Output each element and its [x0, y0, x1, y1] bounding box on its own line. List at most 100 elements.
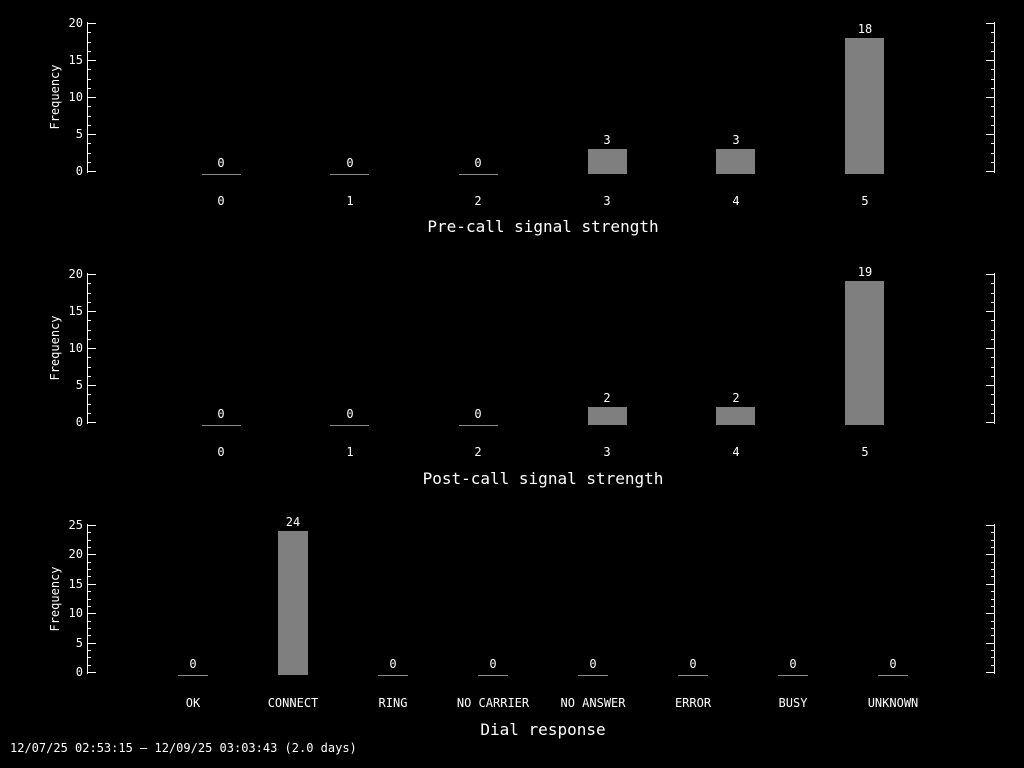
y-axis-tick — [991, 153, 995, 154]
y-axis-tick — [991, 576, 995, 577]
date-range-label: 12/07/25 02:53:15 – 12/09/25 03:03:43 (2… — [10, 741, 357, 755]
bar-value-label: 18 — [857, 22, 873, 36]
zero-bar-line — [778, 675, 808, 676]
bar-value-label: 0 — [889, 657, 897, 671]
y-axis-tick — [87, 339, 91, 340]
x-tick-label: 5 — [861, 445, 869, 459]
y-axis-tick — [87, 672, 96, 673]
y-tick-label: 25 — [68, 518, 83, 532]
zero-bar-line — [202, 425, 241, 426]
y-axis-tick — [991, 357, 995, 358]
y-tick-label: 5 — [75, 378, 83, 392]
zero-bar-line — [330, 174, 369, 175]
x-tick-label: 3 — [603, 194, 611, 208]
y-axis-tick — [87, 330, 91, 331]
bar-value-label: 0 — [217, 156, 225, 170]
y-tick-label: 15 — [68, 577, 83, 591]
y-axis-tick — [991, 394, 995, 395]
y-tick-label: 10 — [68, 341, 83, 355]
y-axis-tick — [87, 621, 91, 622]
y-axis-tick — [991, 606, 995, 607]
y-axis-tick — [991, 562, 995, 563]
y-axis-tick — [991, 69, 995, 70]
y-axis-tick — [991, 125, 995, 126]
bar-value-label: 2 — [732, 391, 740, 405]
y-tick-label: 0 — [75, 665, 83, 679]
y-axis-tick — [991, 106, 995, 107]
y-axis-tick — [991, 413, 995, 414]
y-axis-tick — [986, 672, 995, 673]
y-tick-label: 5 — [75, 127, 83, 141]
y-axis-tick — [991, 320, 995, 321]
y-axis-tick — [87, 643, 96, 644]
y-tick-label: 20 — [68, 267, 83, 281]
bar-value-label: 24 — [285, 515, 301, 529]
y-axis-tick — [991, 293, 995, 294]
y-axis-tick — [87, 274, 96, 275]
bar — [716, 407, 755, 425]
y-axis-tick — [87, 413, 91, 414]
bar-value-label: 0 — [189, 657, 197, 671]
xaxis-title-dial-response: Dial response — [480, 720, 606, 739]
y-axis-tick — [87, 562, 91, 563]
y-axis-tick — [986, 97, 995, 98]
zero-bar-line — [330, 425, 369, 426]
zero-bar-line — [178, 675, 208, 676]
y-axis-tick — [991, 599, 995, 600]
y-tick-label: 10 — [68, 606, 83, 620]
y-axis-tick — [87, 599, 91, 600]
bar-value-label: 0 — [346, 407, 354, 421]
y-axis-tick — [87, 153, 91, 154]
y-axis-tick — [87, 42, 91, 43]
y-axis-tick — [991, 532, 995, 533]
y-tick-label: 15 — [68, 53, 83, 67]
y-axis-tick — [87, 32, 91, 33]
y-tick-label: 10 — [68, 90, 83, 104]
y-axis-tick — [991, 51, 995, 52]
xaxis-title-post-call-signal-strength: Post-call signal strength — [422, 469, 664, 488]
y-axis-tick — [991, 42, 995, 43]
y-axis-tick — [986, 525, 995, 526]
y-axis-tick — [87, 665, 91, 666]
zero-bar-line — [578, 675, 608, 676]
y-axis-tick — [991, 404, 995, 405]
y-axis-title: Frequency — [48, 64, 62, 130]
y-axis-tick — [87, 657, 91, 658]
y-axis-tick — [87, 293, 91, 294]
y-tick-label: 20 — [68, 16, 83, 30]
x-tick-label: 4 — [732, 194, 740, 208]
y-axis-tick — [991, 628, 995, 629]
y-axis-tick — [986, 171, 995, 172]
y-axis-tick — [986, 134, 995, 135]
y-tick-label: 0 — [75, 164, 83, 178]
bar-value-label: 3 — [732, 133, 740, 147]
y-axis-tick — [991, 665, 995, 666]
y-axis-tick — [991, 569, 995, 570]
x-tick-label: RING — [378, 696, 408, 710]
y-axis-tick — [991, 621, 995, 622]
x-tick-label: CONNECT — [267, 696, 319, 710]
y-axis-tick — [87, 116, 91, 117]
y-axis-tick — [991, 635, 995, 636]
bar — [278, 531, 308, 675]
y-axis-tick — [87, 385, 96, 386]
zero-bar-line — [378, 675, 408, 676]
bar-value-label: 0 — [489, 657, 497, 671]
y-axis-tick — [87, 367, 91, 368]
bar — [845, 38, 884, 174]
y-axis-tick — [87, 394, 91, 395]
y-axis-tick — [986, 584, 995, 585]
y-axis-tick — [991, 650, 995, 651]
xaxis-title-pre-call-signal-strength: Pre-call signal strength — [427, 217, 659, 236]
y-axis-tick — [986, 311, 995, 312]
y-axis-tick — [991, 283, 995, 284]
zero-bar-line — [459, 425, 498, 426]
y-axis-tick — [87, 422, 96, 423]
y-axis-tick — [991, 162, 995, 163]
zero-bar-line — [478, 675, 508, 676]
y-axis-tick — [87, 606, 91, 607]
x-tick-label: 5 — [861, 194, 869, 208]
bar-value-label: 0 — [346, 156, 354, 170]
x-tick-label: OK — [185, 696, 201, 710]
y-axis-tick — [87, 376, 91, 377]
